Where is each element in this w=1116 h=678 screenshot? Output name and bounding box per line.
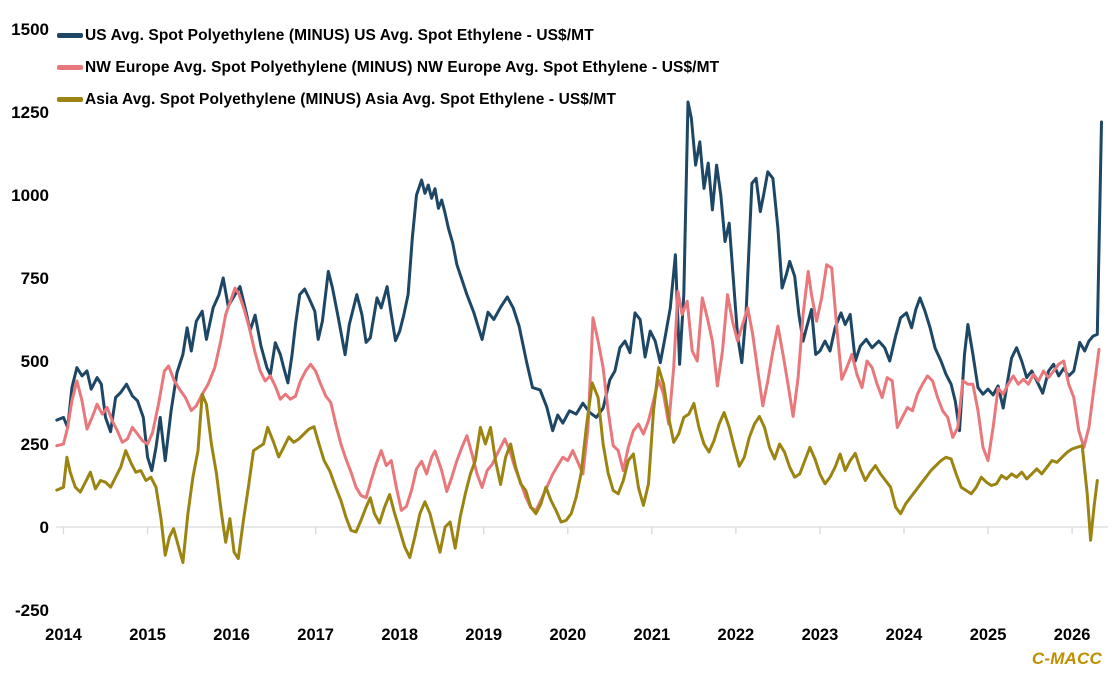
x-tick-label: 2018 [381,626,418,644]
series-line-asia [55,366,1099,564]
x-axis: 2014 2015 2016 2017 2018 2019 2020 2021 2022 2023… [45,526,1108,644]
x-tick-label: 2017 [297,626,334,644]
x-tick-label: 2023 [802,626,839,644]
y-tick-label: 0 [40,518,49,537]
y-tick-label: 500 [21,352,49,371]
x-tick-label: 2025 [970,626,1007,644]
x-tick-label: 2020 [549,626,586,644]
x-tick-label: 2022 [718,626,755,644]
x-tick-label: 2024 [886,626,924,644]
legend-label-nw-europe: NW Europe Avg. Spot Polyethylene (MINUS)… [85,58,720,76]
legend-swatch-nw-europe [57,65,83,70]
x-tick-label: 2016 [213,626,250,644]
legend-item-asia: Asia Avg. Spot Polyethylene (MINUS) Asia… [57,89,719,110]
cmacc-watermark: C-MACC [1031,649,1102,668]
x-tick-label: 2026 [1054,626,1091,644]
y-axis: 1500 1250 1000 750 500 250 0 -250 [11,20,49,620]
legend-item-us: US Avg. Spot Polyethylene (MINUS) US Avg… [57,25,719,46]
legend-item-nw-europe: NW Europe Avg. Spot Polyethylene (MINUS)… [57,57,719,78]
chart-legend: US Avg. Spot Polyethylene (MINUS) US Avg… [57,25,719,110]
y-tick-label: 1500 [11,20,49,39]
x-tick-label: 2015 [129,626,166,644]
legend-label-us: US Avg. Spot Polyethylene (MINUS) US Avg… [85,26,594,44]
x-tick-label: 2019 [465,626,502,644]
legend-swatch-us [57,33,83,38]
legend-swatch-asia [57,97,83,102]
y-tick-label: 1000 [11,186,49,205]
y-tick-label: 1250 [11,103,49,122]
y-tick-label: 750 [21,269,49,288]
legend-label-asia: Asia Avg. Spot Polyethylene (MINUS) Asia… [85,90,617,108]
series-line-us [55,100,1103,473]
x-tick-label: 2014 [45,626,83,644]
y-tick-label: 250 [21,435,49,454]
x-tick-label: 2021 [633,626,670,644]
series-line-nw-europe [55,263,1101,512]
y-tick-label: -250 [15,601,49,620]
